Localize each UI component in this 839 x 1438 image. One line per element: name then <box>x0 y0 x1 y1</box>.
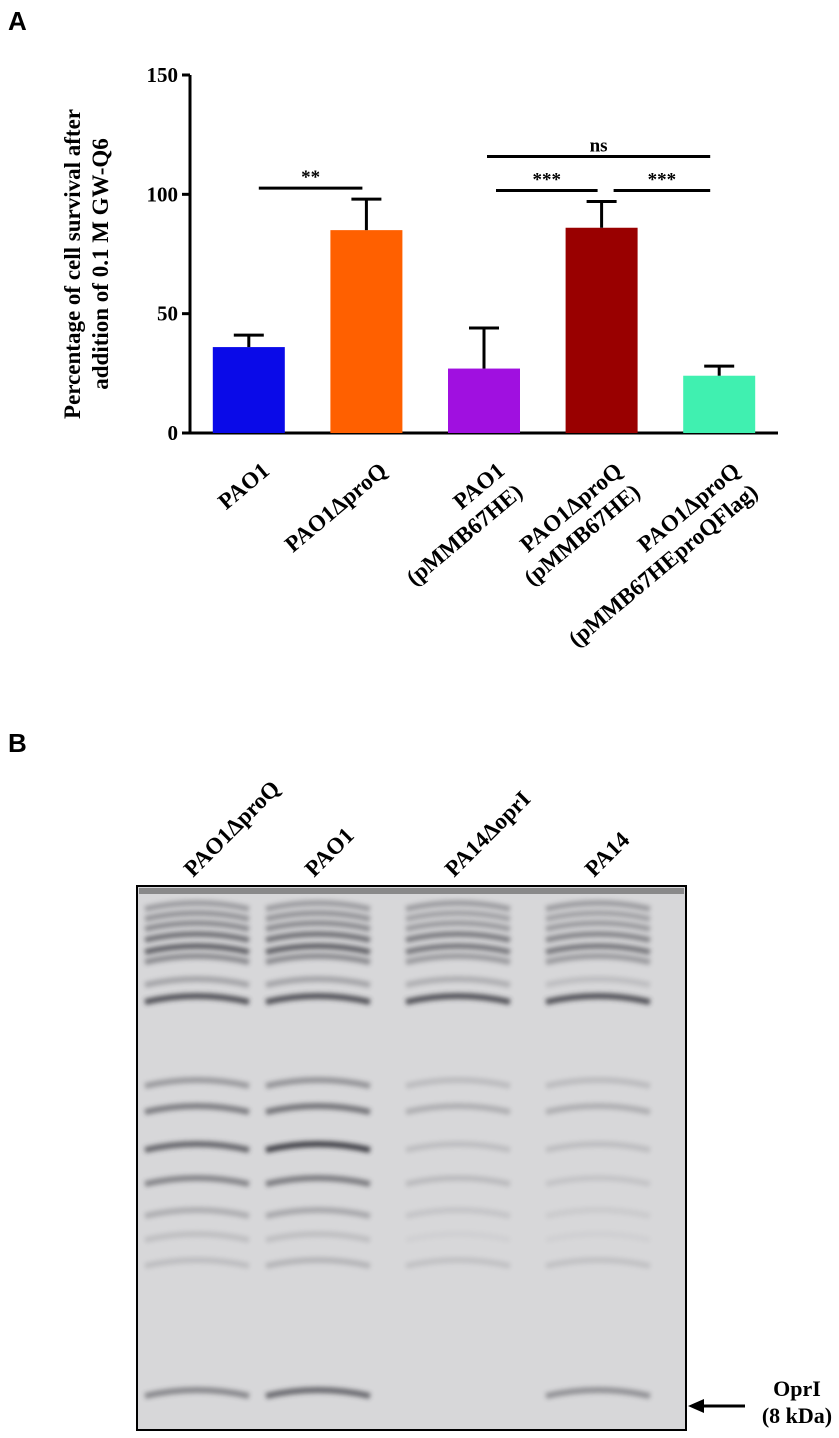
bar <box>212 347 285 433</box>
gel-band <box>265 931 371 943</box>
x-tick-label-line: (pMMB67HEproQFlag) <box>564 479 763 651</box>
gel-band <box>265 1103 371 1115</box>
band-annotation: (8 kDa) <box>762 1403 832 1428</box>
gel-band <box>265 1257 371 1269</box>
gel-band <box>144 900 250 912</box>
gel-band <box>405 1141 511 1153</box>
gel-band <box>405 976 511 988</box>
gel-band <box>144 1141 250 1153</box>
gel-band <box>144 1103 250 1115</box>
y-axis-label: addition of 0.1 M GW-Q6 <box>88 138 113 390</box>
gel-band <box>265 943 371 955</box>
bar <box>565 227 638 433</box>
y-tick-label: 150 <box>147 63 179 87</box>
y-tick-label: 100 <box>147 182 179 206</box>
gel-band <box>144 1257 250 1269</box>
panel-label: A <box>8 6 27 36</box>
lane-label: PA14 <box>580 827 635 882</box>
x-tick-label-line: PAO1 <box>213 458 274 515</box>
gel-band <box>405 931 511 943</box>
gel-band <box>545 900 651 912</box>
lane-label: PA14ΔoprI <box>440 786 535 881</box>
gel-band <box>545 1077 651 1089</box>
gel-band <box>144 976 250 988</box>
gel-band <box>545 1231 651 1243</box>
lane-label: PAO1ΔproQ <box>179 776 285 882</box>
y-tick-label: 0 <box>168 421 179 445</box>
gel-band <box>405 1207 511 1219</box>
bar <box>448 368 520 433</box>
gel-band <box>265 993 371 1005</box>
gel-band <box>545 1257 651 1269</box>
gel-band <box>265 1387 371 1399</box>
gel-band <box>265 1231 371 1243</box>
gel-band <box>144 1387 250 1399</box>
gel-band <box>545 993 651 1005</box>
gel-band <box>144 953 250 965</box>
x-tick-label: PAO1ΔproQ(pMMB67HE) <box>501 458 645 591</box>
gel-band <box>545 943 651 955</box>
lane-label: PAO1 <box>300 823 359 882</box>
gel-band <box>405 953 511 965</box>
gel-band <box>265 1141 371 1153</box>
gel-band <box>545 1103 651 1115</box>
gel-band <box>545 1141 651 1153</box>
gel-band <box>405 900 511 912</box>
gel-band <box>265 1207 371 1219</box>
gel-band <box>144 1207 250 1219</box>
gel-band <box>545 910 651 922</box>
band-annotation: OprI <box>773 1376 821 1401</box>
y-tick-label: 50 <box>157 302 178 326</box>
gel-band <box>545 976 651 988</box>
x-tick-label: PAO1(pMMB67HE) <box>384 458 528 591</box>
panel-label: B <box>8 728 27 758</box>
gel-band <box>545 1387 651 1399</box>
gel-band <box>545 931 651 943</box>
gel-well <box>139 888 684 894</box>
gel-band <box>545 1175 651 1187</box>
gel-band <box>144 1231 250 1243</box>
gel-image <box>136 885 687 1431</box>
significance-label: *** <box>533 169 562 190</box>
gel-band <box>405 943 511 955</box>
gel-band <box>144 1175 250 1187</box>
significance-label: *** <box>648 169 677 190</box>
gel-band <box>265 953 371 965</box>
gel-band <box>545 953 651 965</box>
gel-band <box>405 910 511 922</box>
gel-band <box>405 1077 511 1089</box>
gel-band <box>545 1207 651 1219</box>
gel-band <box>545 920 651 932</box>
gel-band <box>144 931 250 943</box>
gel-band <box>144 1077 250 1089</box>
gel-band <box>144 993 250 1005</box>
y-axis-label: Percentage of cell survival after <box>60 109 85 419</box>
x-tick-label: PAO1 <box>213 458 274 515</box>
gel-band <box>405 1257 511 1269</box>
gel-band <box>405 1175 511 1187</box>
gel-band <box>144 910 250 922</box>
significance-label: ** <box>301 167 320 188</box>
x-tick-label: PAO1ΔproQ <box>280 458 392 557</box>
significance-label: ns <box>590 135 608 156</box>
gel-frame <box>136 885 687 1431</box>
gel-band <box>265 1175 371 1187</box>
gel-band <box>265 1077 371 1089</box>
gel-band <box>144 920 250 932</box>
gel-band <box>405 920 511 932</box>
gel-band <box>265 910 371 922</box>
bar <box>330 230 403 433</box>
gel-band <box>265 920 371 932</box>
gel-band <box>405 993 511 1005</box>
gel-band <box>405 1103 511 1115</box>
gel-band <box>265 900 371 912</box>
gel-band <box>405 1231 511 1243</box>
gel-band <box>144 943 250 955</box>
arrow-head <box>688 1399 704 1413</box>
bar <box>683 375 756 433</box>
x-tick-label-line: PAO1ΔproQ <box>280 458 392 557</box>
gel-band <box>265 976 371 988</box>
